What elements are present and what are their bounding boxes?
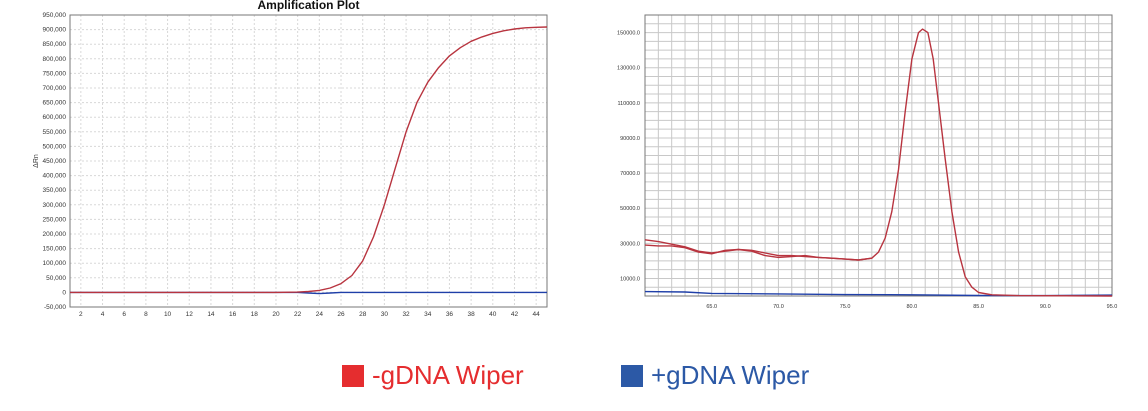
y-tick-label: 150000.0	[617, 31, 640, 37]
x-tick-label: 22	[294, 311, 302, 318]
legend-label: +gDNA Wiper	[651, 360, 810, 390]
x-tick-label: 36	[446, 311, 454, 318]
y-tick-label: 950,000	[43, 12, 67, 19]
x-tick-label: 2	[79, 311, 83, 318]
y-tick-label: 450,000	[43, 158, 67, 165]
x-tick-label: 38	[467, 311, 475, 318]
y-axis-label: ΔRn	[33, 154, 40, 168]
legend-item-pos: +gDNA Wiper	[621, 360, 809, 391]
chart-1: 2 4 6 8 10 12 14 16 18 20 22 24 26 28 30 32 34 36 38 40 42 44…	[33, 0, 548, 318]
x-tick-label: 4	[101, 311, 105, 318]
x-tick-label: 32	[402, 311, 410, 318]
y-tick-label: 90000.0	[620, 136, 640, 142]
y-tick-label: 200,000	[43, 231, 67, 238]
x-tick-label: 75.0	[840, 304, 851, 310]
x-tick-label: 10	[164, 311, 172, 318]
plot-frame	[69, 14, 548, 308]
y-tick-label: 900,000	[43, 27, 67, 34]
x-tick-label: 14	[207, 311, 215, 318]
y-tick-label: 110000.0	[617, 101, 640, 107]
y-tick-label: 300,000	[43, 202, 67, 209]
y-tick-label: 500,000	[43, 143, 67, 150]
x-tick-label: 70.0	[773, 304, 784, 310]
x-tick-label: 18	[251, 311, 259, 318]
x-tick-label: 95.0	[1107, 304, 1118, 310]
chart-title: Amplification Plot	[258, 0, 360, 12]
chart-canvas: 2 4 6 8 10 12 14 16 18 20 22 24 26 28 30 32 34 36 38 40 42 44…	[33, 0, 1118, 318]
x-tick-label: 44	[533, 311, 541, 318]
x-tick-label: 40	[489, 311, 497, 318]
x-tick-label: 8	[144, 311, 148, 318]
y-tick-label: 350,000	[43, 187, 67, 194]
x-tick-label: 16	[229, 311, 237, 318]
y-tick-label: 50,000	[46, 275, 66, 282]
y-tick-label: 400,000	[43, 173, 67, 180]
y-tick-label: 100,000	[43, 260, 67, 267]
y-tick-label: 700,000	[43, 85, 67, 92]
y-tick-label: 0	[62, 289, 66, 296]
x-tick-label: 80.0	[906, 304, 917, 310]
y-tick-label: 250,000	[43, 216, 67, 223]
y-tick-label: 550,000	[43, 129, 67, 136]
series-line	[70, 26, 548, 294]
y-tick-label: 850,000	[43, 41, 67, 48]
legend-swatch-blue	[621, 364, 643, 387]
y-tick-label: 800,000	[43, 56, 67, 63]
x-tick-label: 24	[316, 311, 324, 318]
y-tick-label: -50,000	[44, 304, 66, 311]
y-tick-label: 150,000	[43, 246, 67, 253]
y-tick-label: 10000.0	[620, 276, 640, 282]
y-tick-label: 70000.0	[620, 171, 640, 177]
x-tick-label: 85.0	[973, 304, 984, 310]
x-tick-label: 6	[122, 311, 126, 318]
x-tick-label: 12	[186, 311, 194, 318]
x-tick-label: 26	[337, 311, 345, 318]
x-tick-label: 65.0	[706, 304, 717, 310]
y-tick-label: 600,000	[43, 114, 67, 121]
x-tick-label: 90.0	[1040, 304, 1051, 310]
x-tick-label: 28	[359, 311, 367, 318]
legend-label: -gDNA Wiper	[372, 360, 524, 390]
legend-swatch-red	[342, 364, 364, 387]
chart-2: 65.0 70.0 75.0 80.0 85.0 90.0 95.0 10000.0 30000…	[617, 14, 1118, 310]
y-tick-label: 750,000	[43, 70, 67, 77]
series-line	[644, 290, 1113, 297]
plot-frame	[644, 14, 1113, 297]
x-tick-label: 30	[381, 311, 389, 318]
legend-item-neg: -gDNA Wiper	[342, 360, 524, 391]
y-tick-label: 130000.0	[617, 66, 640, 72]
series-line	[644, 244, 872, 261]
x-tick-label: 20	[272, 311, 280, 318]
y-tick-label: 50000.0	[620, 206, 640, 212]
x-tick-label: 34	[424, 311, 432, 318]
series-line	[644, 28, 1113, 297]
y-tick-label: 30000.0	[620, 241, 640, 247]
y-tick-label: 650,000	[43, 100, 67, 107]
x-tick-label: 42	[511, 311, 519, 318]
